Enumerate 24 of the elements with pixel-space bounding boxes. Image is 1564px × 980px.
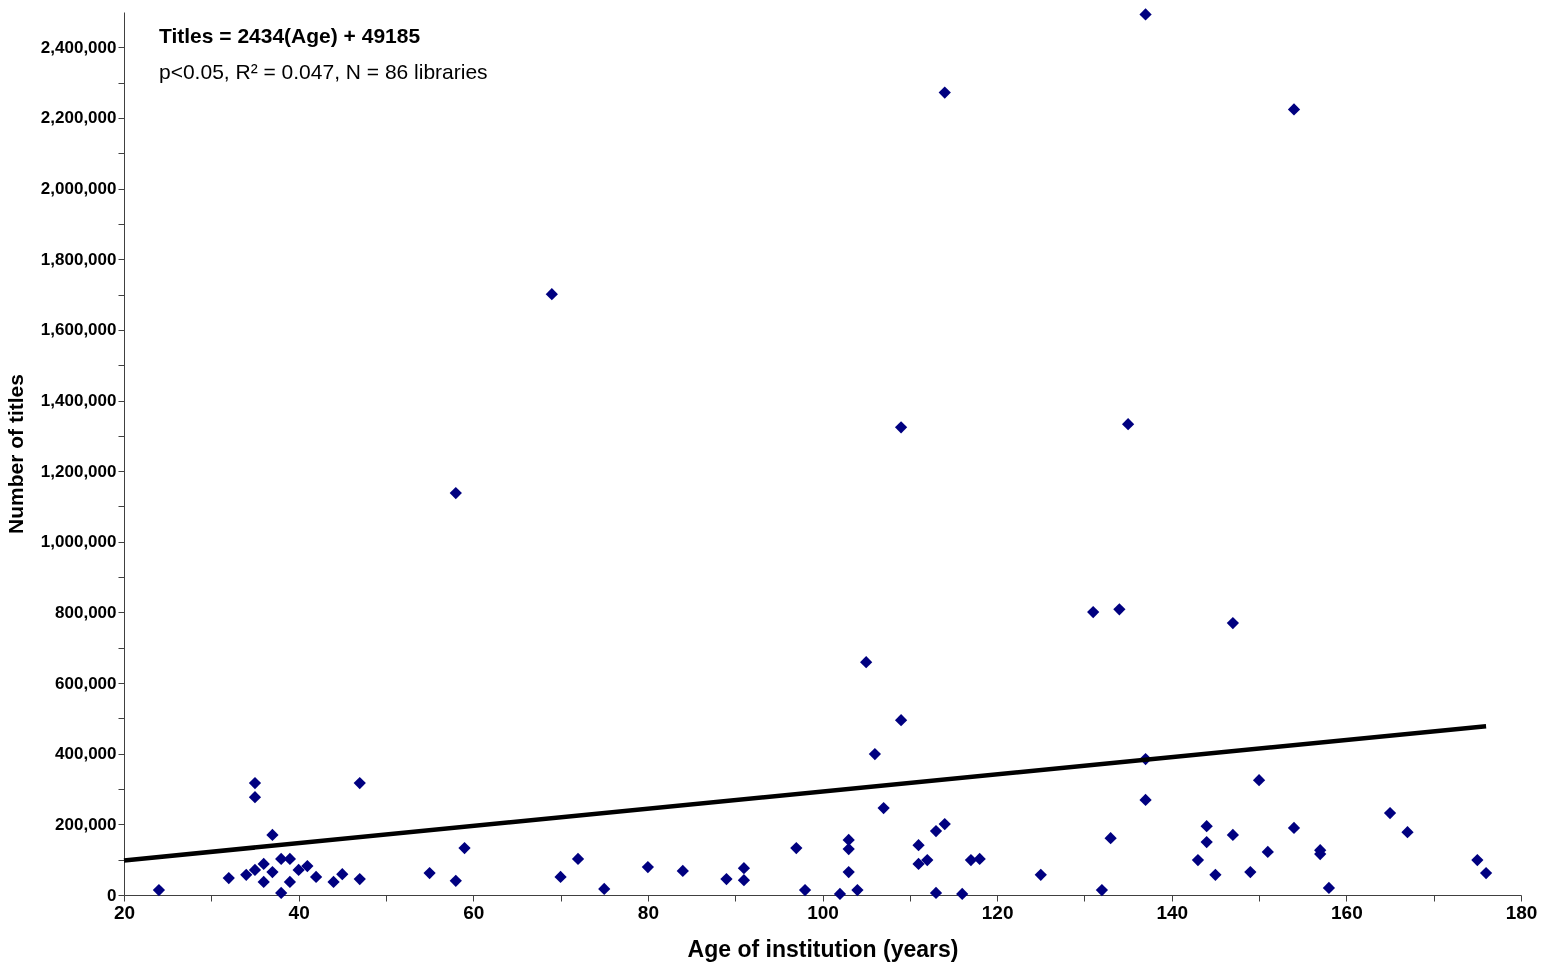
x-axis-title: Age of institution (years) xyxy=(687,935,959,962)
x-tick-label: 160 xyxy=(1331,901,1363,923)
y-axis-title: Number of titles xyxy=(3,374,27,534)
y-tick-label: 2,000,000 xyxy=(40,179,117,199)
y-tick-label: 1,400,000 xyxy=(40,391,117,411)
x-tick-label: 40 xyxy=(288,901,310,923)
x-tick-label: 60 xyxy=(463,901,485,923)
x-tick-label: 80 xyxy=(637,901,659,923)
annotation: p<0.05, R² = 0.047, N = 86 libraries xyxy=(159,60,488,83)
x-tick-label: 100 xyxy=(807,901,839,923)
y-tick-label: 600,000 xyxy=(55,673,117,693)
y-tick-label: 2,400,000 xyxy=(40,37,117,57)
y-tick-label: 1,600,000 xyxy=(40,320,117,340)
x-tick-label: 120 xyxy=(981,901,1014,923)
y-tick-label: 2,200,000 xyxy=(40,108,117,128)
x-tick-label: 180 xyxy=(1505,901,1538,923)
y-tick-label: 400,000 xyxy=(55,744,117,764)
y-tick-label: 1,000,000 xyxy=(40,532,117,552)
y-tick-label: 1,800,000 xyxy=(40,249,117,269)
y-tick-label: 200,000 xyxy=(55,814,117,834)
y-tick-label: 800,000 xyxy=(55,602,117,622)
y-tick-label: 1,200,000 xyxy=(40,461,117,481)
x-tick-label: 140 xyxy=(1156,901,1189,923)
annotation: Titles = 2434(Age) + 49185 xyxy=(159,24,421,47)
